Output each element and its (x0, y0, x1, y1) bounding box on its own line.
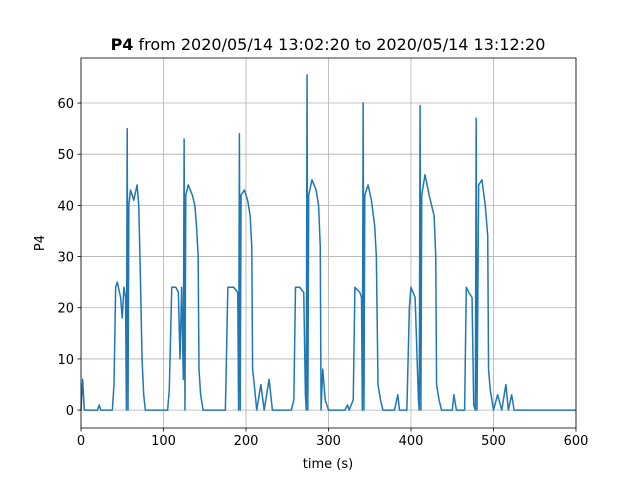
chart-title: P4 from 2020/05/14 13:02:20 to 2020/05/1… (111, 35, 546, 54)
y-tick-label: 30 (57, 251, 74, 266)
x-tick-label: 200 (234, 434, 259, 449)
x-tick-label: 0 (77, 434, 85, 449)
x-axis-label: time (s) (303, 457, 353, 472)
y-tick-label: 40 (57, 199, 74, 214)
plot (80, 74, 576, 411)
x-tick-label: 600 (564, 434, 589, 449)
x-tick-label: 500 (481, 434, 506, 449)
ticks: 0 100 200 300 400 500 600 0 10 20 30 40 50 60 (57, 97, 588, 449)
y-tick-label: 60 (57, 97, 74, 112)
data-line (80, 74, 576, 411)
x-tick-label: 400 (399, 434, 424, 449)
grid (80, 58, 577, 428)
y-tick-label: 10 (57, 353, 74, 368)
x-tick-label: 100 (151, 434, 176, 449)
title-text: from 2020/05/14 13:02:20 to 2020/05/14 1… (139, 35, 546, 54)
y-tick-label: 0 (66, 404, 74, 419)
title-bold: P4 (111, 35, 134, 54)
y-axis-label: P4 (33, 235, 48, 251)
y-tick-label: 20 (57, 302, 74, 317)
y-tick-label: 50 (57, 148, 74, 163)
x-tick-label: 300 (316, 434, 341, 449)
